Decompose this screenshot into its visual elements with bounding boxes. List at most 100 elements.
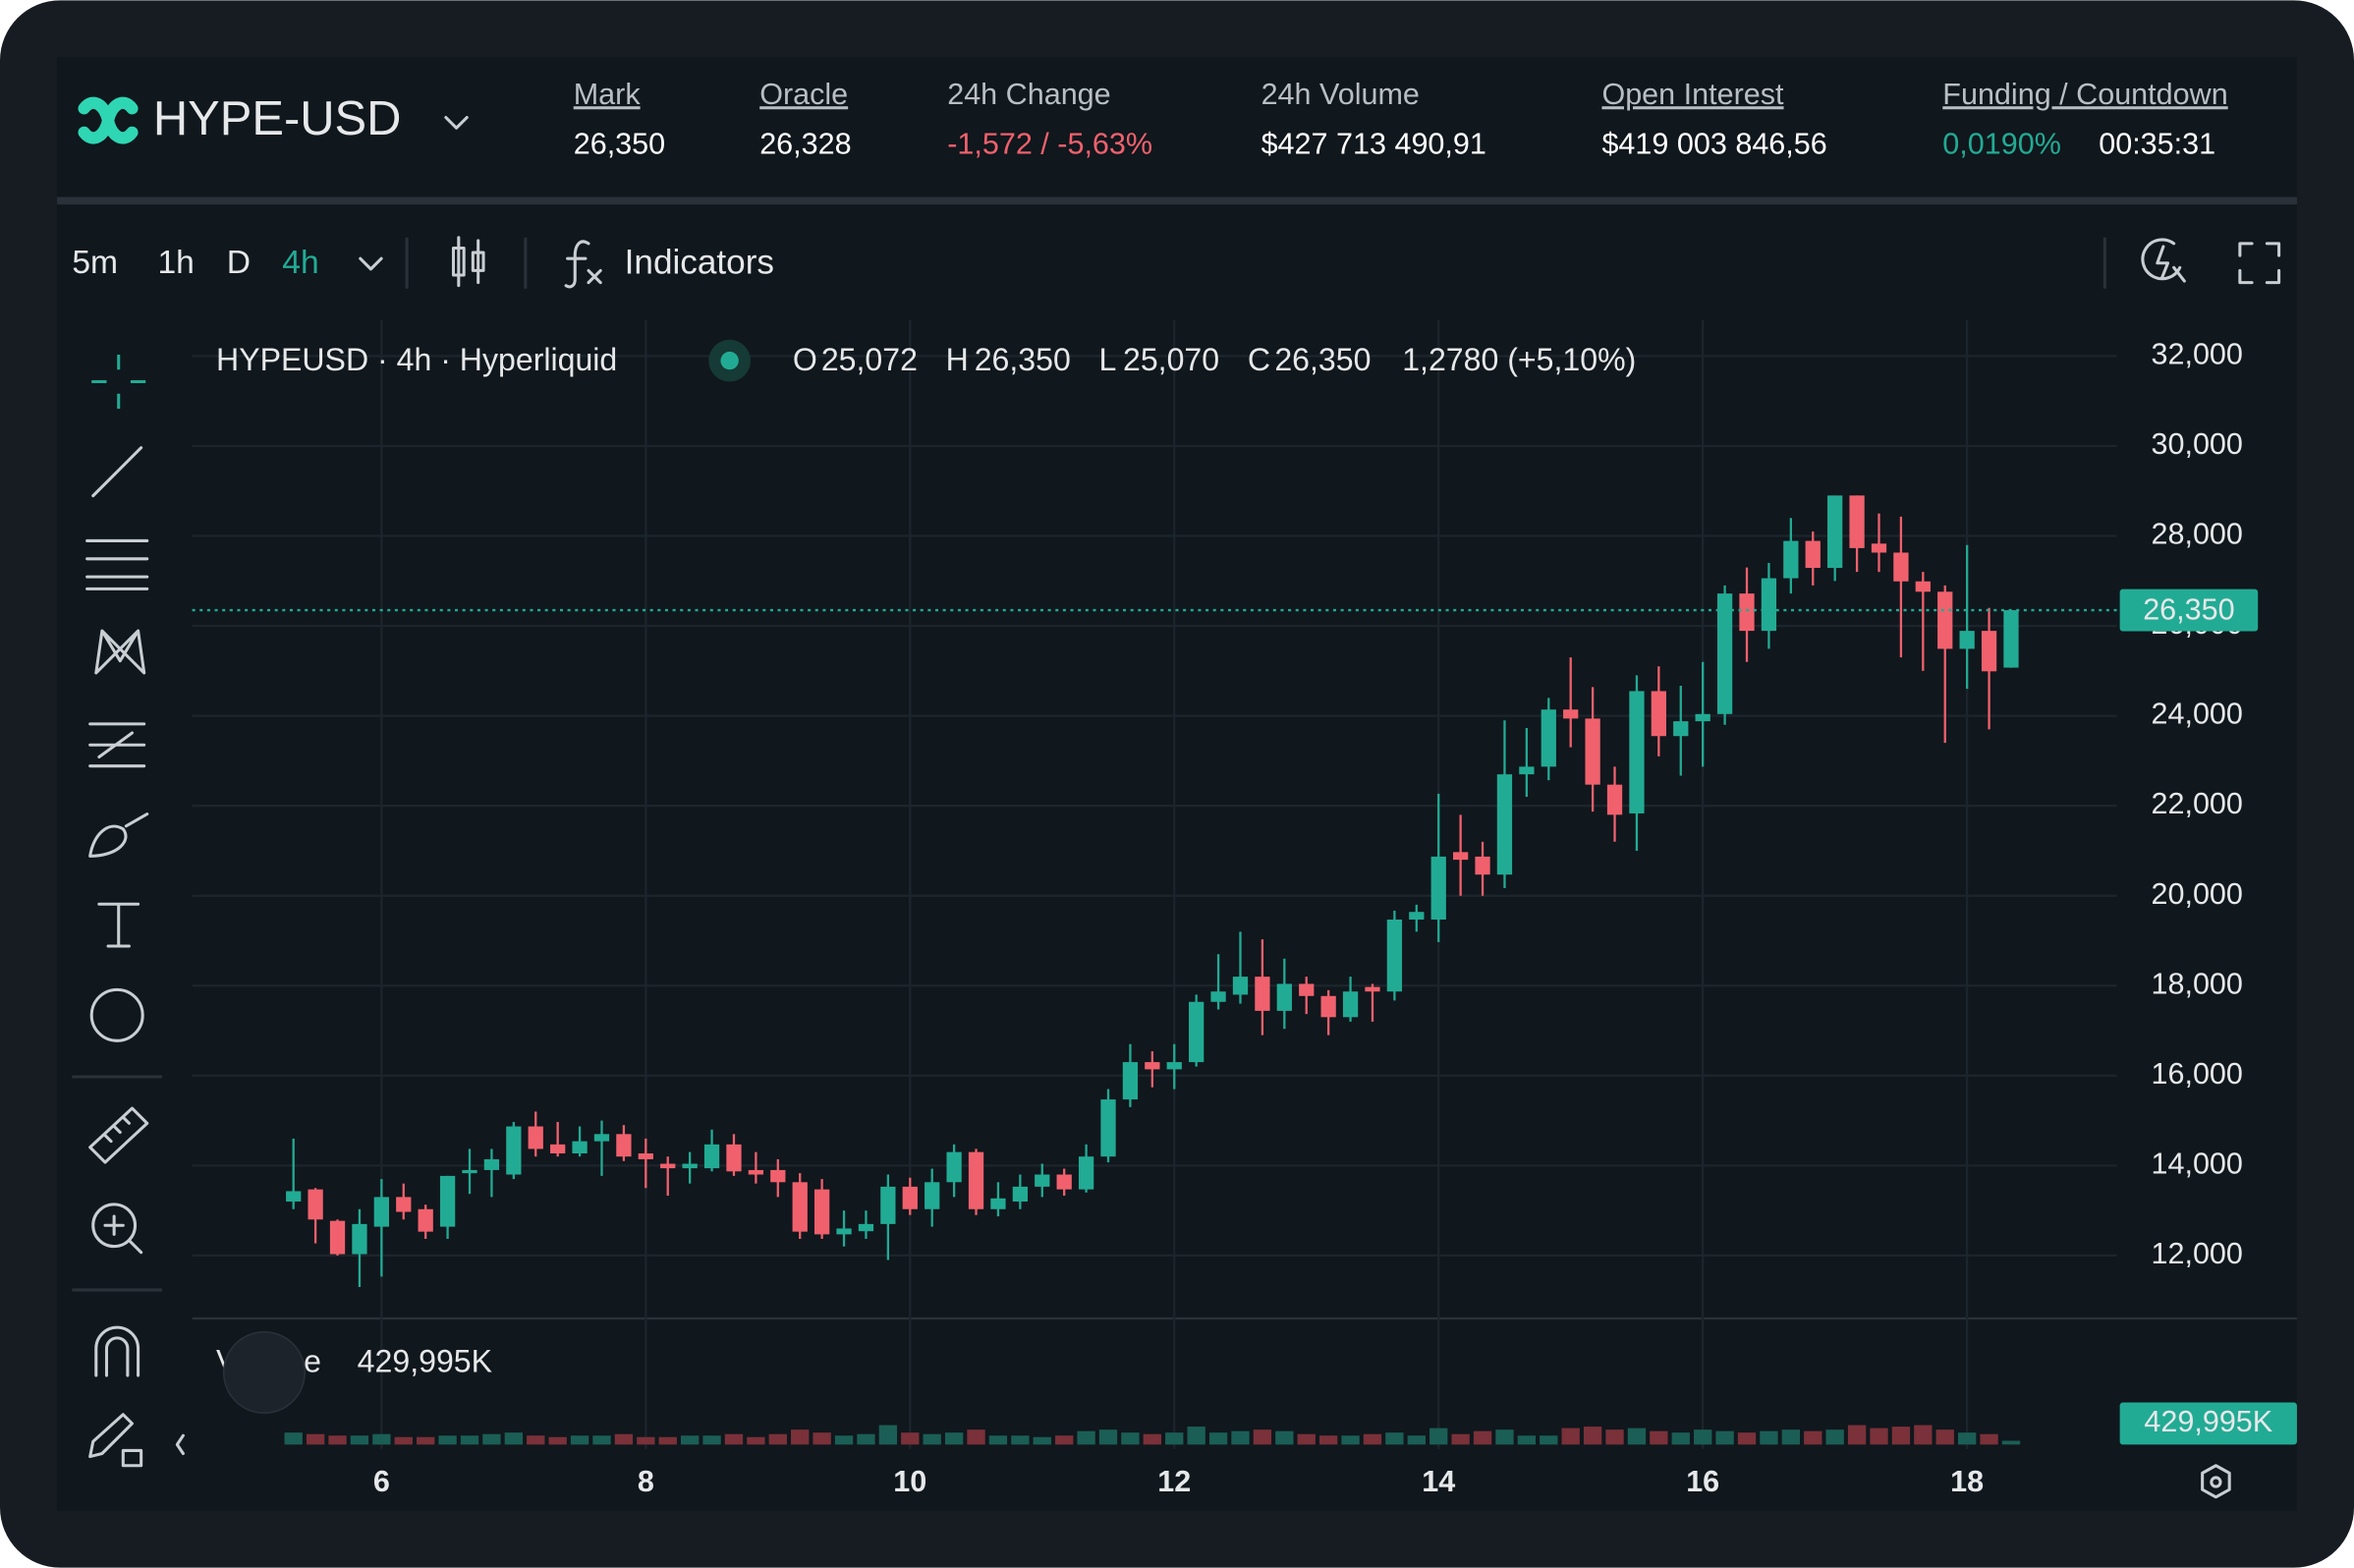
candle-body xyxy=(1937,591,1953,649)
candle-body xyxy=(1563,709,1579,719)
line-tool[interactable] xyxy=(91,446,143,498)
candle-body xyxy=(1189,1001,1205,1063)
text-tool[interactable] xyxy=(97,902,140,948)
projection-tool[interactable] xyxy=(88,722,146,768)
legend-high: 26,350 xyxy=(975,342,1071,377)
lock-drawings-tool[interactable] xyxy=(88,1413,143,1468)
zoom-tool[interactable] xyxy=(91,1203,138,1249)
candle-body xyxy=(1585,718,1600,785)
candle-body xyxy=(858,1223,874,1232)
replay-icon xyxy=(2141,238,2186,283)
candle-body xyxy=(2003,610,2019,668)
stat-value: $419 003 846,56 xyxy=(1601,128,1826,161)
settings-button[interactable] xyxy=(2201,1464,2231,1499)
candle-body xyxy=(1981,631,1997,672)
stat-value: 26,328 xyxy=(759,128,851,161)
volume-bar xyxy=(834,1435,854,1445)
candle-body xyxy=(880,1186,896,1224)
candle-body xyxy=(308,1189,323,1220)
logo xyxy=(78,96,139,144)
volume-bar xyxy=(1231,1430,1250,1445)
volume-bar xyxy=(1495,1429,1514,1445)
volume-bar xyxy=(1341,1435,1360,1445)
volume-bar xyxy=(1451,1433,1470,1445)
volume-bar xyxy=(1935,1429,1954,1445)
volume-bar xyxy=(768,1433,787,1445)
y-tick-label: 24,000 xyxy=(2151,698,2242,731)
x-tick-label: 8 xyxy=(638,1465,654,1498)
candle-body xyxy=(770,1169,786,1183)
collapse-button[interactable] xyxy=(175,1433,185,1456)
volume-bar xyxy=(1143,1433,1162,1445)
drawing-tools xyxy=(72,354,185,1468)
interval-chevron[interactable] xyxy=(359,256,383,271)
volume-bar xyxy=(1561,1428,1580,1445)
volume-bar xyxy=(1098,1429,1118,1445)
volume-bar xyxy=(1650,1430,1668,1445)
last-price-label: 26,350 xyxy=(2143,593,2234,627)
stat-label[interactable]: Open Interest xyxy=(1601,78,1784,111)
brush-tool[interactable] xyxy=(88,812,149,858)
candle-body xyxy=(572,1141,588,1154)
watermark-badge xyxy=(222,1330,306,1415)
candle-body xyxy=(373,1197,389,1227)
volume-bar xyxy=(1671,1432,1690,1445)
volume-bar xyxy=(1760,1430,1778,1445)
candle-body xyxy=(660,1163,676,1169)
last-price-badge xyxy=(2119,588,2259,632)
candle-body xyxy=(439,1175,456,1227)
fullscreen-button[interactable] xyxy=(2238,242,2281,285)
symbol: HYPE-USD xyxy=(153,92,402,145)
candle-body xyxy=(528,1126,543,1149)
volume-bar xyxy=(438,1435,457,1445)
candle-body xyxy=(1166,1062,1182,1070)
y-tick-label: 30,000 xyxy=(2151,427,2242,461)
candle-body xyxy=(1452,852,1469,861)
x-tick-label: 18 xyxy=(1950,1465,1984,1498)
volume-bar xyxy=(1033,1436,1051,1445)
volume-bar xyxy=(1627,1428,1647,1445)
volume-bar xyxy=(527,1435,545,1445)
indicators-button[interactable]: Indicators xyxy=(564,240,774,289)
candle-body xyxy=(1519,766,1535,775)
interval-button[interactable]: 1h xyxy=(157,245,194,281)
pattern-tool[interactable] xyxy=(94,629,146,675)
legend-low-label: L xyxy=(1099,342,1117,377)
candle-body xyxy=(726,1144,742,1172)
volume-bar xyxy=(350,1435,369,1445)
volume-bar xyxy=(460,1435,479,1445)
candle-body xyxy=(925,1182,940,1209)
stat-label[interactable]: Funding / Countdown xyxy=(1942,78,2227,111)
candle-body xyxy=(1695,713,1710,722)
candle-body xyxy=(1012,1186,1028,1202)
fx-icon xyxy=(564,240,602,289)
volume-bar xyxy=(1825,1429,1844,1445)
emoji-tool[interactable] xyxy=(89,987,144,1042)
interval-button[interactable]: 4h xyxy=(282,245,318,281)
candle-body xyxy=(703,1144,720,1169)
candle-body xyxy=(1276,983,1292,1011)
candle-body xyxy=(1430,856,1446,920)
legend-change: 1,2780 (+5,10%) xyxy=(1402,342,1636,377)
magnet-tool[interactable] xyxy=(94,1325,140,1377)
chart-type-button[interactable] xyxy=(451,236,485,288)
ruler-tool[interactable] xyxy=(88,1106,149,1164)
legend-open-label: O xyxy=(793,342,817,377)
x-tick-label: 14 xyxy=(1422,1465,1455,1498)
symbol-selector[interactable]: HYPE-USD xyxy=(78,92,469,145)
stat-label[interactable]: Mark xyxy=(574,78,642,111)
replay-button[interactable] xyxy=(2141,238,2186,283)
candle-body xyxy=(1849,495,1865,548)
fib-tool[interactable] xyxy=(85,538,149,590)
volume-bar xyxy=(1275,1430,1294,1445)
interval-button[interactable]: D xyxy=(227,245,251,281)
candle-body xyxy=(329,1220,346,1255)
x-tick-label: 10 xyxy=(893,1465,926,1498)
stat-label[interactable]: Oracle xyxy=(759,78,848,111)
volume-bar xyxy=(702,1435,721,1445)
volume-bar xyxy=(901,1432,920,1445)
interval-button[interactable]: 5m xyxy=(72,245,118,281)
crosshair-tool[interactable] xyxy=(91,354,146,409)
volume-bar xyxy=(1605,1429,1624,1445)
